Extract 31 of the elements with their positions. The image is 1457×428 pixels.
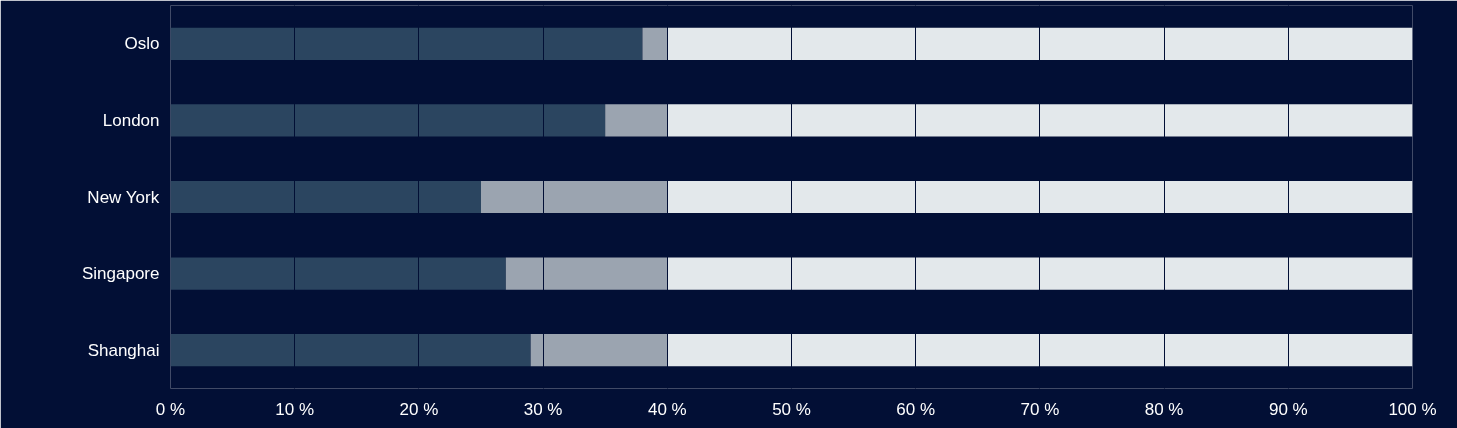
x-tick-label: 10 % bbox=[275, 399, 315, 419]
bar bbox=[667, 104, 1413, 137]
x-tick-label: 100 % bbox=[1388, 399, 1437, 419]
x-tick-label: 0 % bbox=[155, 399, 186, 419]
bar bbox=[170, 104, 606, 137]
bar bbox=[170, 27, 643, 60]
x-tick-label: 90 % bbox=[1268, 399, 1308, 419]
bar bbox=[170, 257, 506, 290]
x-tick-label: 20 % bbox=[399, 399, 439, 419]
bar bbox=[642, 27, 668, 60]
x-tick-label: 30 % bbox=[523, 399, 563, 419]
x-tick-label: 50 % bbox=[772, 399, 811, 419]
bar bbox=[170, 180, 481, 214]
bar bbox=[605, 104, 668, 137]
y-tick-label: Singapore bbox=[82, 264, 160, 284]
bar bbox=[667, 27, 1413, 60]
y-tick-label: London bbox=[102, 110, 160, 130]
bar bbox=[170, 334, 531, 367]
y-tick-label: Shanghai bbox=[87, 340, 160, 360]
x-tick-label: 70 % bbox=[1020, 399, 1060, 419]
x-tick-label: 40 % bbox=[647, 399, 687, 419]
bar bbox=[530, 334, 668, 367]
y-tick-label: New York bbox=[87, 187, 160, 207]
bar bbox=[667, 180, 1413, 214]
x-tick-label: 80 % bbox=[1144, 399, 1184, 419]
bar bbox=[481, 180, 668, 214]
bar bbox=[505, 257, 668, 290]
x-tick-label: 60 % bbox=[896, 399, 936, 419]
y-tick-label: Oslo bbox=[124, 34, 160, 54]
bar bbox=[667, 334, 1413, 367]
bar bbox=[667, 257, 1413, 290]
